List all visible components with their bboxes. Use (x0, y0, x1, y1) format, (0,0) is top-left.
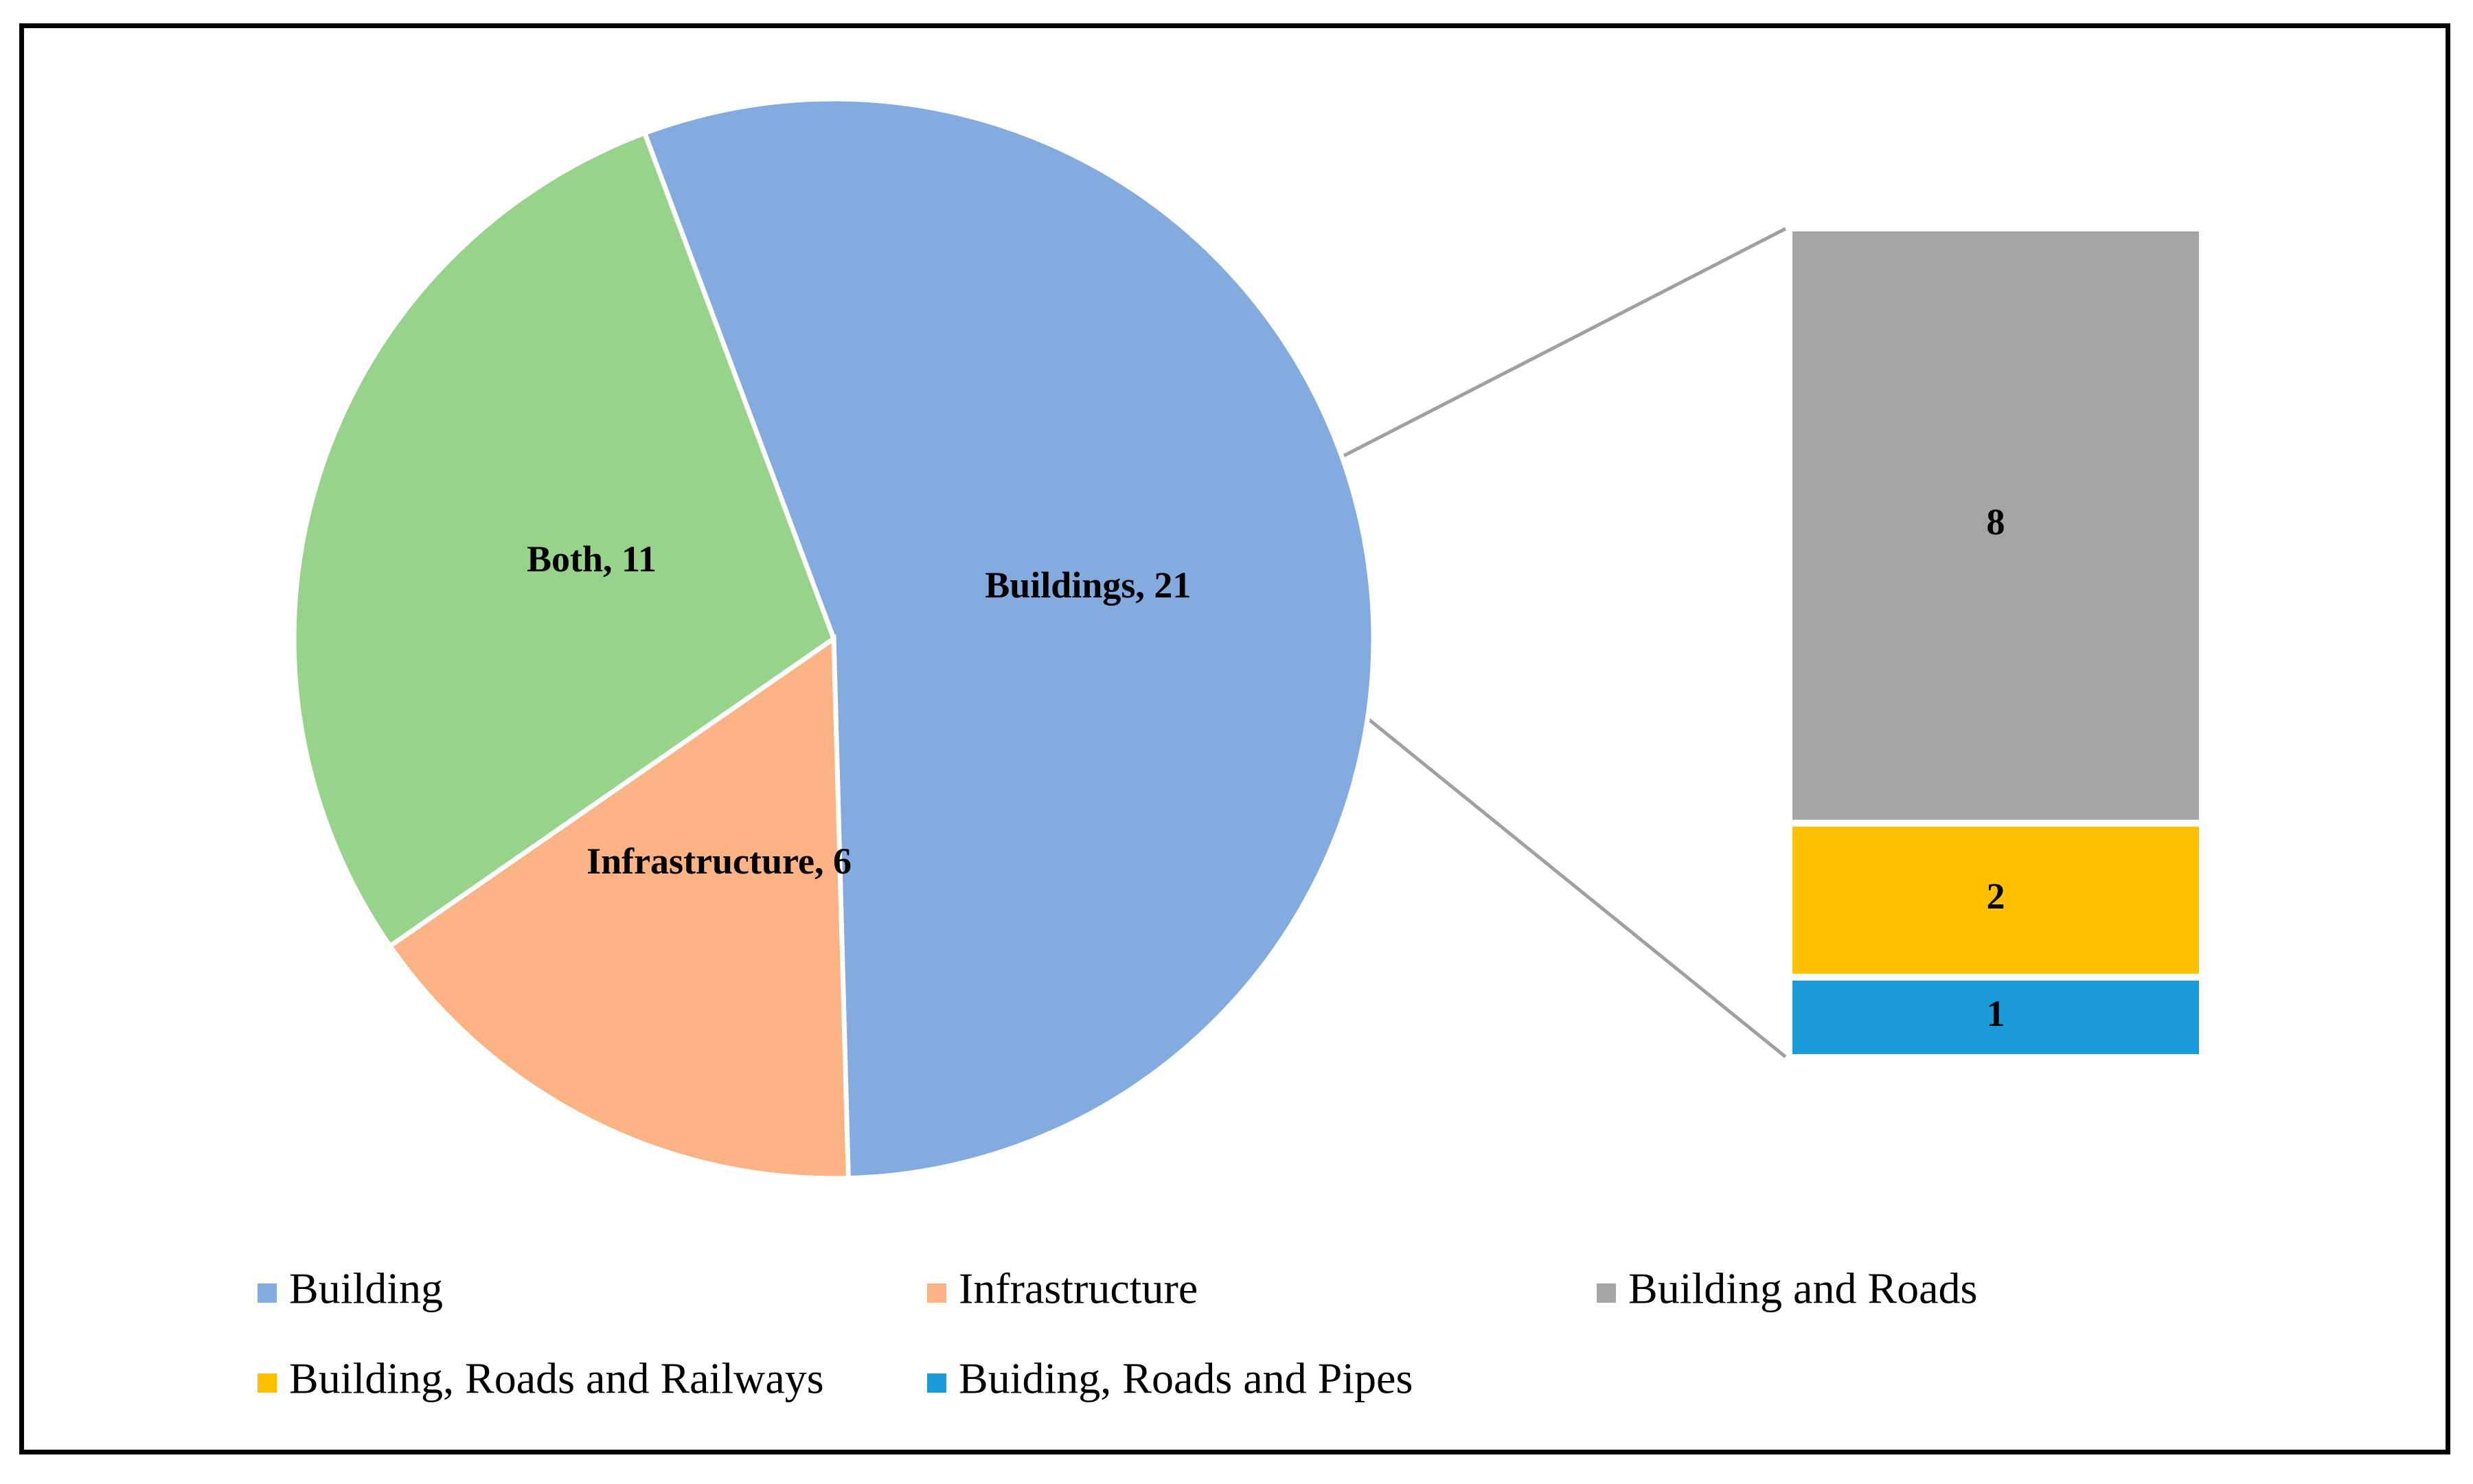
bar-label-building-roads-and-railways: 2 (1987, 876, 2005, 917)
bar-label-building-and-roads: 8 (1987, 501, 2005, 543)
legend-swatch (258, 1283, 277, 1303)
legend-item-infrastructure: Infrastructure (927, 1264, 1198, 1313)
pie-label-infrastructure: Infrastructure, 6 (586, 841, 852, 882)
pie-label-buildings: Buildings, 21 (985, 564, 1191, 606)
legend-label: Buiding, Roads and Pipes (959, 1354, 1413, 1403)
legend-label: Building (289, 1264, 443, 1313)
legend-swatch (927, 1283, 946, 1303)
pie-slice-both (291, 130, 837, 950)
pie-label-both: Both, 11 (527, 538, 657, 580)
legend-item-buiding-roads-and-pipes: Buiding, Roads and Pipes (927, 1354, 1413, 1403)
bar-segment-building-roads-and-railways (1792, 826, 2199, 974)
chart-frame: Buildings, 21 Infrastructure, 6 Both, 11 8… (19, 23, 2450, 1454)
pie-slice-infrastructure (387, 634, 851, 1181)
legend-swatch (927, 1373, 946, 1393)
stacked-bar: 8 2 1 (1792, 231, 2199, 1054)
legend-item-building: Building (258, 1264, 443, 1313)
legend-item-building-roads-and-railways: Building, Roads and Railways (258, 1354, 824, 1403)
pie: Buildings, 21 Infrastructure, 6 Both, 11 (291, 96, 1376, 1181)
legend-label: Building, Roads and Railways (289, 1354, 824, 1403)
bar-of-pie-chart: Buildings, 21 Infrastructure, 6 Both, 11 8… (258, 96, 2199, 1403)
bar-segment-building-and-roads (1792, 231, 2199, 820)
bar-segment-buiding-roads-and-pipes (1792, 980, 2199, 1054)
pie-slice-buildings (641, 96, 1376, 1181)
legend: Building Infrastructure Building and Roads… (258, 1264, 1977, 1403)
bar-label-buiding-roads-and-pipes: 1 (1987, 993, 2005, 1034)
legend-label: Infrastructure (959, 1264, 1198, 1313)
legend-label: Building and Roads (1628, 1264, 1977, 1313)
legend-swatch (258, 1373, 277, 1393)
legend-swatch (1597, 1283, 1616, 1303)
legend-item-building-and-roads: Building and Roads (1597, 1264, 1977, 1313)
